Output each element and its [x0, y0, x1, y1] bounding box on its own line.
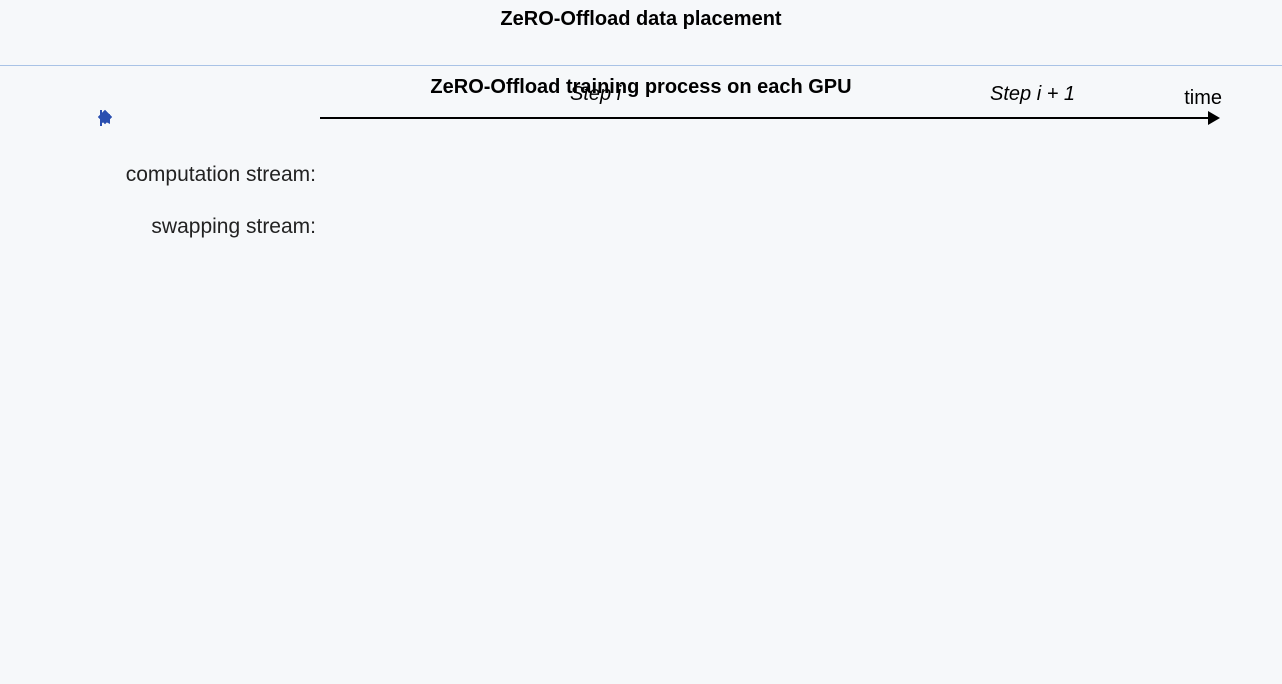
- step-i-label: Step i: [570, 83, 621, 106]
- axis-line: [320, 117, 1212, 119]
- step-arrow-right: [100, 114, 110, 124]
- computation-stream-label: computation stream:: [100, 163, 330, 203]
- timeline: time Step i Step i + 1 computation strea…: [100, 105, 1222, 279]
- stream-rows: computation stream: swapping stream:: [100, 133, 1222, 279]
- swapping-stream: [330, 209, 1222, 279]
- time-axis: time Step i Step i + 1: [100, 105, 1222, 129]
- computation-stream: [330, 163, 1222, 203]
- section-divider: [0, 65, 1282, 66]
- axis-arrowhead: [1208, 111, 1220, 125]
- time-label: time: [1184, 87, 1222, 110]
- step-i1-label: Step i + 1: [990, 83, 1075, 106]
- swapping-stream-label: swapping stream:: [100, 209, 330, 279]
- placement-title: ZeRO-Offload data placement: [40, 8, 1242, 31]
